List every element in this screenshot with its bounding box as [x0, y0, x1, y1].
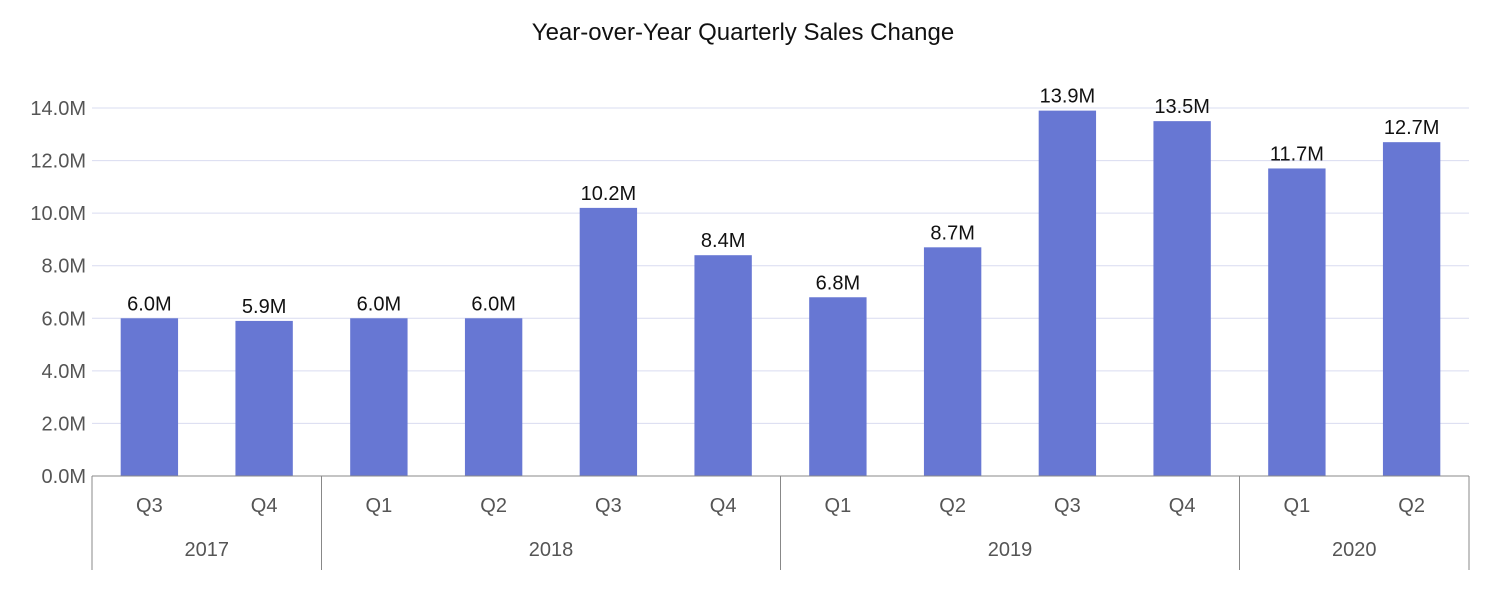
x-axis: Q3 Q4 Q1 Q2 Q3 Q4 Q1 Q2 Q3 Q4 Q1 Q2 2017 2018 2019 2020	[91, 475, 1470, 570]
bar[interactable]	[235, 320, 293, 476]
x-tick-label: Q1	[1284, 495, 1311, 517]
y-tick-label: 4.0M	[42, 361, 86, 383]
y-axis-ticks: 0.0M 2.0M 4.0M 6.0M 8.0M 10.0M 12.0M 14.0M	[30, 98, 86, 488]
data-label: 10.2M	[581, 183, 637, 205]
x-tick-label: Q3	[1054, 495, 1081, 517]
data-label: 12.7M	[1384, 117, 1440, 139]
data-label: 11.7M	[1270, 143, 1324, 165]
x-tick-label: Q1	[825, 495, 852, 517]
data-label: 6.0M	[127, 293, 171, 315]
data-label: 13.5M	[1154, 96, 1210, 118]
bar[interactable]	[694, 255, 752, 476]
bar[interactable]	[1268, 168, 1326, 476]
bar[interactable]	[809, 297, 867, 476]
bar[interactable]	[579, 207, 638, 476]
y-tick-label: 10.0M	[30, 203, 86, 225]
x-tick-label: Q3	[136, 495, 163, 517]
data-label: 8.4M	[701, 230, 745, 252]
y-tick-label: 6.0M	[42, 308, 86, 330]
bars	[120, 110, 1441, 477]
x-tick-label: Q1	[366, 495, 393, 517]
y-tick-label: 14.0M	[30, 98, 86, 120]
bar[interactable]	[464, 318, 523, 476]
bar[interactable]	[1038, 110, 1097, 476]
bar[interactable]	[120, 318, 179, 476]
x-tick-label: Q2	[1398, 495, 1425, 517]
year-group-label: 2019	[988, 539, 1033, 561]
x-tick-label: Q2	[939, 495, 966, 517]
x-tick-label: Q2	[480, 495, 507, 517]
year-group-label: 2020	[1332, 539, 1377, 561]
bar[interactable]	[1153, 121, 1211, 477]
data-label: 8.7M	[930, 222, 974, 244]
data-label: 6.0M	[357, 293, 401, 315]
bar[interactable]	[1382, 142, 1441, 476]
x-tick-label: Q4	[710, 495, 737, 517]
bar[interactable]	[350, 318, 408, 476]
y-tick-label: 0.0M	[42, 466, 86, 488]
data-label: 6.8M	[816, 272, 860, 294]
x-tick-label: Q3	[595, 495, 622, 517]
gridlines	[92, 107, 1469, 424]
y-tick-label: 12.0M	[30, 151, 86, 173]
year-group-label: 2018	[529, 539, 574, 561]
data-label: 6.0M	[471, 293, 515, 315]
data-label: 13.9M	[1040, 86, 1096, 108]
data-labels: 6.0M 5.9M 6.0M 6.0M 10.2M 8.4M 6.8M 8.7M 13.9M 13…	[127, 86, 1439, 318]
chart-title: Year-over-Year Quarterly Sales Change	[532, 19, 954, 46]
x-tick-label: Q4	[251, 495, 278, 517]
year-group-label: 2017	[185, 539, 230, 561]
bar[interactable]	[923, 247, 982, 476]
y-tick-label: 2.0M	[42, 413, 86, 435]
data-label: 5.9M	[242, 296, 286, 318]
x-tick-label: Q4	[1169, 495, 1196, 517]
y-tick-label: 8.0M	[42, 256, 86, 278]
